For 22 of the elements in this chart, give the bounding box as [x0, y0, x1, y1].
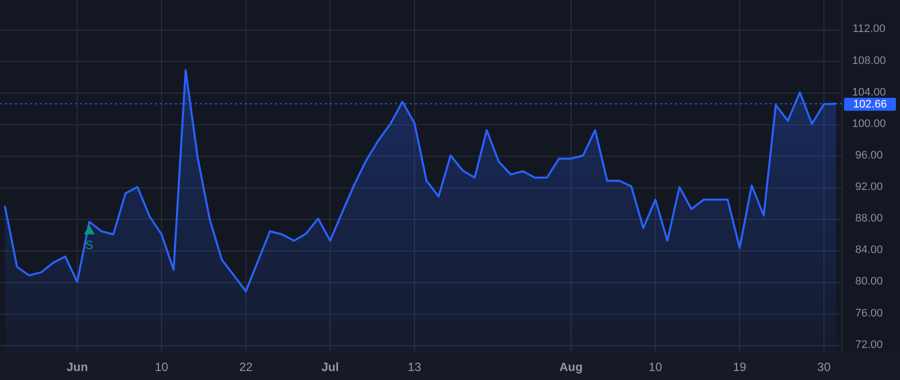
series-label: S: [85, 238, 94, 252]
x-tick-label: 30: [817, 360, 831, 374]
x-tick-label: Jul: [322, 360, 339, 374]
x-tick-label: Aug: [559, 360, 583, 374]
x-tick-label: 19: [732, 360, 747, 374]
x-tick-label: 22: [239, 360, 253, 374]
y-tick-label: 100.00: [852, 118, 886, 130]
y-tick-label: 92.00: [855, 181, 883, 194]
y-tick-label: 112.00: [852, 23, 886, 36]
ref-line-label: 102.66: [853, 98, 887, 111]
y-tick-label: 72.00: [855, 338, 883, 351]
y-tick-label: 80.00: [855, 276, 883, 288]
y-tick-label: 104.00: [852, 86, 886, 98]
y-tick-label: 108.00: [852, 54, 886, 67]
y-tick-label: 96.00: [855, 149, 883, 162]
y-tick-label: 76.00: [855, 307, 883, 320]
y-tick-label: 84.00: [855, 244, 883, 256]
x-tick-label: 13: [408, 360, 422, 374]
x-tick-label: 10: [648, 360, 662, 374]
x-tick-label: 10: [154, 360, 169, 374]
x-tick-label: Jun: [66, 360, 88, 374]
y-tick-label: 88.00: [855, 212, 883, 225]
